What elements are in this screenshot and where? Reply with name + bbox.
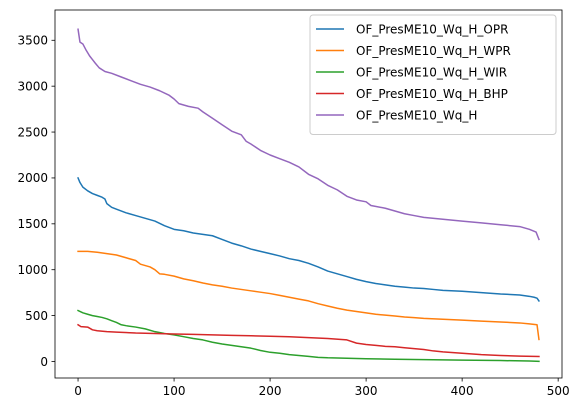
y-tick-label-2: 1000 <box>17 263 48 277</box>
series-line-3 <box>77 323 540 358</box>
x-tick-label-4: 400 <box>451 384 474 398</box>
axis-ticks: 0 100 200 300 400 500 0 500 1000 1500 2000 2500 3000… <box>17 34 569 398</box>
legend-label-4: OF_PresME10_Wq_H <box>356 108 477 122</box>
y-tick-label-4: 2000 <box>17 171 48 185</box>
x-tick-label-3: 300 <box>355 384 378 398</box>
legend-label-1: OF_PresME10_Wq_H_WPR <box>356 44 511 58</box>
x-tick-label-1: 100 <box>163 384 186 398</box>
legend-box <box>309 14 557 135</box>
x-tick-label-5: 500 <box>547 384 570 398</box>
legend-label-2: OF_PresME10_Wq_H_WIR <box>356 65 507 79</box>
y-tick-label-5: 2500 <box>17 125 48 139</box>
series-line-0 <box>77 176 540 302</box>
y-tick-label-6: 3000 <box>17 79 48 93</box>
series-line-1 <box>77 250 540 341</box>
y-tick-label-3: 1500 <box>17 217 48 231</box>
series-layer <box>77 28 540 363</box>
plot-area-frame <box>54 9 563 379</box>
y-tick-label-7: 3500 <box>17 34 48 48</box>
y-tick-label-0: 0 <box>40 355 48 369</box>
legend: OF_PresME10_Wq_H_OPR OF_PresME10_Wq_H_WPR… <box>309 14 557 135</box>
y-tick-label-1: 500 <box>25 309 48 323</box>
legend-label-3: OF_PresME10_Wq_H_BHP <box>356 87 508 101</box>
series-line-2 <box>77 309 540 363</box>
x-tick-label-0: 0 <box>74 384 82 398</box>
series-line-4 <box>77 28 540 241</box>
legend-label-0: OF_PresME10_Wq_H_OPR <box>356 22 508 36</box>
x-tick-label-2: 200 <box>259 384 282 398</box>
